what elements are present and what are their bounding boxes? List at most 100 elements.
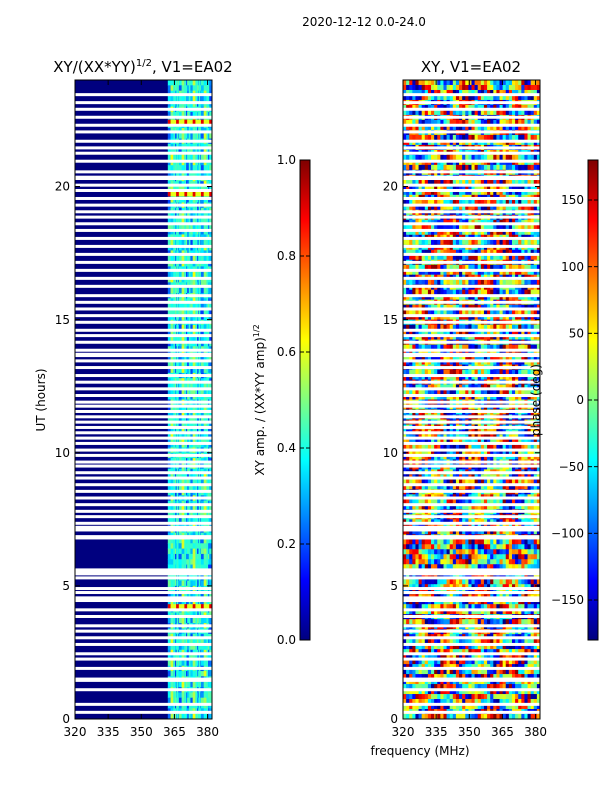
phase-cell (477, 254, 482, 261)
phase-cell (477, 369, 482, 376)
phase-cell (474, 199, 479, 206)
phase-cell (443, 189, 448, 196)
phase-cell (412, 304, 416, 311)
phase-cell (524, 264, 529, 271)
phase-cell (518, 264, 522, 271)
phase-cell (403, 304, 407, 311)
phase-cell (418, 289, 423, 296)
amplitude-cell (173, 101, 177, 108)
amplitude-cell (192, 553, 196, 560)
amplitude-cell (184, 671, 188, 677)
amplitude-cell (184, 681, 188, 688)
phase-cell (505, 394, 510, 400)
amplitude-cell (184, 159, 188, 166)
amplitude-gap-row (75, 366, 212, 370)
phase-cell (418, 104, 423, 111)
phase-cell (421, 334, 426, 341)
amplitude-cell (200, 223, 205, 230)
phase-cell (521, 289, 525, 296)
amplitude-cell (192, 681, 196, 688)
phase-cell (480, 224, 485, 231)
phase-cell (505, 389, 510, 396)
amplitude-cell (181, 239, 185, 246)
amplitude-cell (184, 639, 188, 645)
phase-cell (462, 164, 466, 171)
phase-cell (421, 184, 426, 191)
phase-cell (437, 249, 441, 256)
phase-cell (409, 204, 413, 211)
amplitude-cell (209, 479, 212, 486)
phase-cell (455, 329, 460, 336)
phase-cell (487, 229, 491, 236)
phase-cell (471, 119, 476, 126)
phase-cell (431, 89, 435, 96)
amplitude-cell (187, 394, 191, 401)
phase-cell (465, 84, 469, 91)
phase-cell (424, 349, 429, 356)
phase-cell (468, 269, 472, 276)
phase-cell (527, 119, 532, 126)
amplitude-hot-cell (209, 119, 212, 125)
phase-cell (496, 104, 501, 111)
phase-cell (536, 84, 540, 91)
amplitude-cell (178, 420, 183, 427)
phase-cell (499, 179, 504, 186)
phase-cell (431, 329, 435, 336)
phase-cell (434, 394, 438, 400)
phase-cell (449, 179, 454, 186)
phase-cell (440, 279, 444, 286)
phase-cell (527, 314, 532, 321)
phase-cell (449, 324, 454, 331)
amplitude-cell (209, 197, 212, 203)
phase-cell (409, 104, 413, 111)
phase-cell (505, 199, 510, 206)
phase-cell (474, 334, 479, 341)
phase-cell (490, 204, 494, 211)
phase-cell (480, 199, 485, 206)
amplitude-cell (189, 335, 194, 342)
amplitude-cell (178, 681, 183, 688)
phase-cell (508, 344, 513, 351)
amplitude-cell (187, 314, 191, 321)
phase-cell (449, 204, 454, 211)
amplitude-cell (170, 703, 174, 709)
phase-cell (515, 374, 519, 381)
phase-cell (527, 104, 532, 111)
phase-cell (434, 164, 438, 171)
phase-cell (527, 204, 532, 211)
phase-cell (474, 279, 479, 286)
phase-cell (502, 109, 507, 116)
amplitude-cell (170, 165, 174, 172)
amplitude-cell (203, 521, 207, 528)
amplitude-cell (189, 80, 194, 86)
phase-cell (471, 389, 476, 396)
phase-cell (443, 344, 448, 351)
phase-cell (530, 199, 535, 206)
phase-cell (409, 94, 413, 101)
phase-cell (440, 334, 444, 341)
phase-cell (518, 179, 522, 186)
phase-cell (455, 344, 460, 351)
phase-cell (530, 229, 535, 236)
amplitude-cell (184, 580, 188, 587)
phase-cell (524, 124, 529, 131)
amplitude-hot-cell (167, 119, 172, 125)
phase-cell (493, 189, 497, 196)
phase-cell (518, 374, 522, 381)
amplitude-gap-row (75, 93, 212, 97)
amplitude-cell (209, 543, 212, 550)
phase-cell (452, 154, 457, 161)
phase-cell (415, 334, 420, 341)
phase-cell (465, 349, 469, 356)
phase-cell (452, 109, 457, 116)
phase-cell (424, 384, 429, 391)
phase-cell (524, 334, 529, 341)
phase-cell (477, 329, 482, 336)
phase-cell (406, 329, 410, 336)
amplitude-cell (203, 340, 207, 347)
amplitude-cell (184, 490, 188, 496)
amplitude-cell (170, 442, 174, 448)
amplitude-cell (167, 335, 172, 342)
amplitude-cell (187, 340, 191, 347)
amplitude-cell (167, 713, 172, 719)
